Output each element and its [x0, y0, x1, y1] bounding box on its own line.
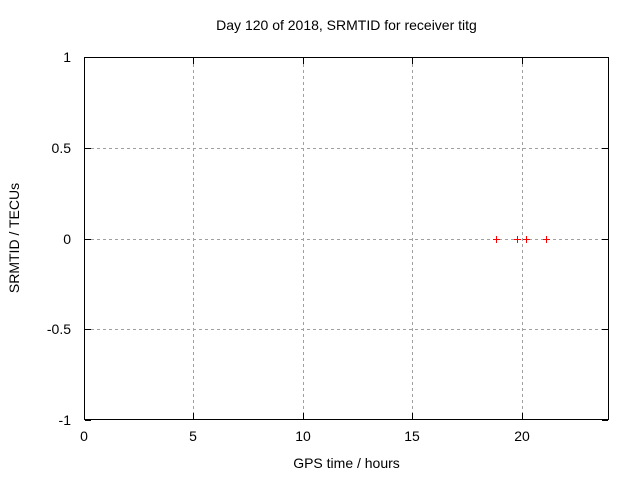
tick-mark — [193, 58, 194, 64]
tick-mark — [522, 413, 523, 419]
data-point-marker — [493, 236, 500, 243]
y-tick-label: 1 — [63, 49, 71, 65]
x-tick-label: 20 — [514, 428, 530, 444]
tick-mark — [602, 57, 608, 58]
tick-mark — [303, 58, 304, 64]
gridline — [522, 58, 523, 419]
tick-mark — [85, 148, 91, 149]
tick-mark — [85, 239, 91, 240]
x-tick-label: 0 — [80, 428, 88, 444]
tick-mark — [412, 413, 413, 419]
data-point-marker — [543, 236, 550, 243]
tick-mark — [602, 148, 608, 149]
plot-area — [84, 57, 609, 420]
chart-title: Day 120 of 2018, SRMTID for receiver tit… — [216, 17, 477, 33]
data-point-marker — [523, 236, 530, 243]
gridline — [193, 58, 194, 419]
tick-mark — [602, 239, 608, 240]
tick-mark — [522, 58, 523, 64]
tick-mark — [85, 329, 91, 330]
gridline — [85, 239, 608, 240]
y-tick-label: 0.5 — [51, 140, 71, 156]
data-point-marker — [514, 236, 521, 243]
tick-mark — [602, 329, 608, 330]
x-tick-label: 5 — [189, 428, 197, 444]
x-tick-label: 10 — [295, 428, 311, 444]
tick-mark — [412, 58, 413, 64]
gridline — [412, 58, 413, 419]
tick-mark — [303, 413, 304, 419]
gridline — [85, 148, 608, 149]
tick-mark — [84, 58, 85, 64]
y-tick-label: -1 — [58, 412, 71, 428]
gridline — [303, 58, 304, 419]
tick-mark — [193, 413, 194, 419]
tick-mark — [84, 413, 85, 419]
y-tick-label: -0.5 — [46, 321, 71, 337]
gridline — [85, 329, 608, 330]
x-axis-label: GPS time / hours — [293, 455, 400, 471]
tick-mark — [85, 57, 91, 58]
x-tick-label: 15 — [404, 428, 420, 444]
tick-mark — [85, 420, 91, 421]
tick-mark — [602, 420, 608, 421]
y-tick-label: 0 — [63, 231, 71, 247]
